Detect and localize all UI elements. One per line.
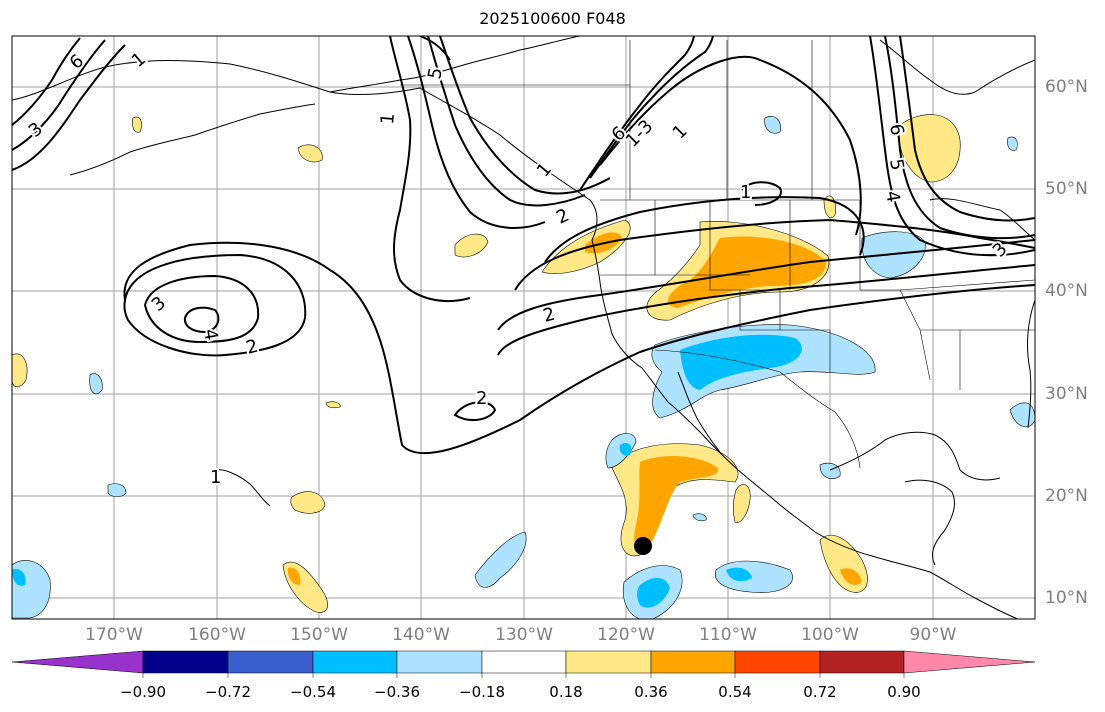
contour-label: 2 <box>541 304 557 327</box>
lon-tick-label: 140°W <box>392 625 450 645</box>
lon-tick-label: 110°W <box>699 625 757 645</box>
colorbar-segment <box>312 650 398 674</box>
height-contours <box>12 36 1035 455</box>
lat-tick-label: 40°N <box>1045 281 1088 301</box>
lon-tick-label: 150°W <box>290 625 348 645</box>
contour-label: 4 <box>881 189 904 204</box>
contour-label: 2 <box>476 388 487 409</box>
contour-label: 1 <box>740 182 751 203</box>
colorbar-extend-low <box>11 650 144 674</box>
contour-label: 3 <box>148 292 170 315</box>
coastlines <box>12 36 1035 619</box>
colorbar-tick-label: −0.18 <box>459 683 505 701</box>
lat-tick-label: 20°N <box>1045 486 1088 506</box>
colorbar-segment <box>565 650 652 674</box>
colorbar-segment <box>734 650 821 674</box>
contour-label: 6 <box>66 50 88 73</box>
contour-label: 5 <box>885 157 908 172</box>
map-frame-border <box>11 35 1036 620</box>
colorbar-tick-label: −0.36 <box>374 683 420 701</box>
colorbar-extend-high <box>903 650 1036 674</box>
lon-tick-label: 120°W <box>597 625 655 645</box>
map-title: 2025100600 F048 <box>479 9 626 28</box>
colorbar-segment <box>650 650 736 674</box>
storm-center-marker[interactable] <box>634 537 652 555</box>
lat-tick-label: 30°N <box>1045 384 1088 404</box>
anomaly-fill-negative <box>12 115 1035 619</box>
lat-tick-label: 60°N <box>1045 77 1088 97</box>
colorbar-segment <box>481 650 567 674</box>
lat-tick-label: 10°N <box>1045 588 1088 608</box>
colorbar-segment <box>819 650 905 674</box>
colorbar <box>11 650 1036 678</box>
colorbar-segment <box>396 650 483 674</box>
colorbar-tick-label: −0.54 <box>290 683 336 701</box>
contour-label: 1 <box>377 112 399 125</box>
colorbar-tick-label: 0.36 <box>634 683 668 701</box>
colorbar-tick-label: 0.54 <box>718 683 752 701</box>
contour-label: 1 <box>210 467 221 488</box>
contour-label: 1 <box>533 159 556 181</box>
colorbar-segment <box>142 650 229 674</box>
lon-tick-label: 130°W <box>495 625 553 645</box>
colorbar-segment <box>227 650 314 674</box>
lon-tick-label: 100°W <box>801 625 859 645</box>
lon-tick-label: 170°W <box>85 625 143 645</box>
colorbar-tick-label: 0.90 <box>887 683 921 701</box>
political-borders <box>400 40 1035 469</box>
lon-tick-label: 160°W <box>188 625 246 645</box>
colorbar-tick-label: −0.72 <box>205 683 251 701</box>
contour-label: 2 <box>244 336 260 359</box>
contour-label: 2 <box>553 205 572 229</box>
contour-label: 1 <box>669 121 692 144</box>
contour-labels: 6 1 3 1 5 1 6 1-3 1 2 1 2 3 4 2 2 6 5 4 … <box>23 46 1014 490</box>
colorbar-tick-label: 0.72 <box>803 683 837 701</box>
colorbar-tick-label: 0.18 <box>549 683 583 701</box>
contour-label: 4 <box>199 327 222 342</box>
map-gridlines <box>12 36 1035 619</box>
lon-tick-label: 90°W <box>909 625 957 645</box>
contour-label: 5 <box>424 66 447 81</box>
contour-label: 1 <box>128 48 150 71</box>
lat-tick-label: 50°N <box>1045 179 1088 199</box>
colorbar-tick-label: −0.90 <box>120 683 166 701</box>
